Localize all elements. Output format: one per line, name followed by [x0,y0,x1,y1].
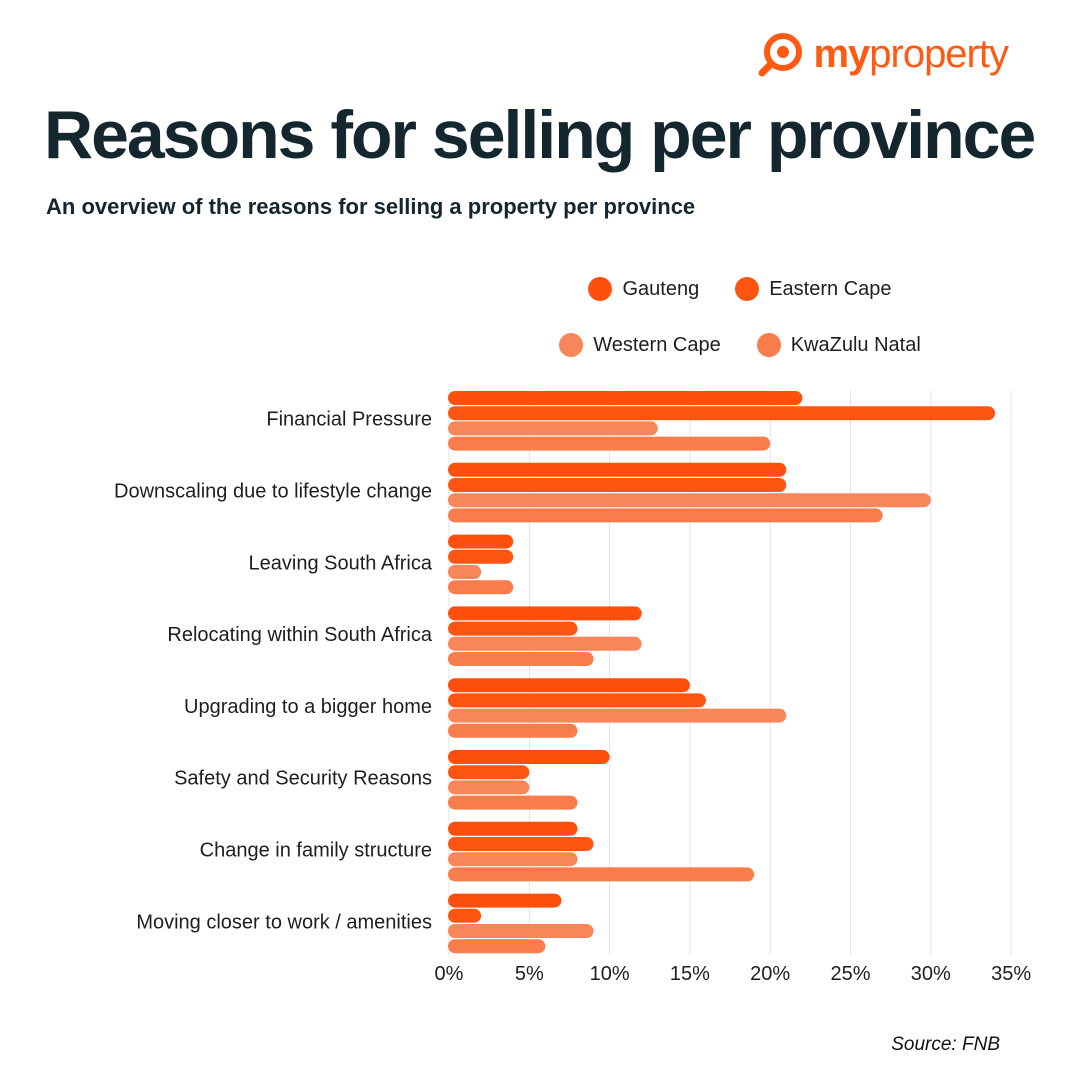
bar-western-cape-4 [448,708,787,723]
legend-item-western-cape: Western Cape [559,332,721,358]
x-tick-label: 0% [435,963,464,985]
bar-eastern-cape-1 [448,478,787,492]
bar-eastern-cape-5 [448,765,530,780]
bar-eastern-cape-3 [448,621,578,636]
bar-western-cape-2 [448,565,482,579]
magnifier-logo-icon [758,33,803,77]
myproperty-logo: myproperty [757,30,1009,78]
legend-label: KwaZulu Natal [790,333,921,356]
legend-label: Eastern Cape [769,277,892,300]
legend-item-kwazulu-natal: KwaZulu Natal [756,332,921,358]
bar-gauteng-5 [448,750,610,764]
bar-gauteng-7 [448,893,562,908]
bar-kwazulu-natal-4 [448,723,578,738]
legend-item-eastern-cape: Eastern Cape [735,276,892,302]
x-tick-label: 10% [590,963,630,985]
bar-eastern-cape-6 [448,837,594,851]
bar-eastern-cape-7 [448,908,482,923]
bar-western-cape-5 [448,780,530,795]
legend-label: Gauteng [622,277,700,300]
source-note: Source: FNB [891,1034,1000,1055]
page-title: Reasons for selling per province [44,97,1036,173]
bar-western-cape-7 [448,924,594,938]
bar-kwazulu-natal-1 [448,508,883,523]
bar-western-cape-0 [448,421,658,436]
bar-gauteng-1 [448,462,787,477]
bar-western-cape-3 [448,636,642,651]
legend-swatch [588,277,613,301]
bar-kwazulu-natal-3 [448,652,594,666]
bar-eastern-cape-4 [448,693,706,708]
legend-item-gauteng: Gauteng [588,276,699,302]
category-label: Downscaling due to lifestyle change [114,480,432,502]
bar-gauteng-4 [448,678,690,693]
bar-gauteng-3 [448,606,642,621]
category-label: Financial Pressure [266,409,432,431]
chart-legend: Gauteng Eastern Cape Western Cape KwaZulu N… [500,276,980,358]
legend-label: Western Cape [593,333,721,356]
logo-wordmark: myproperty [813,31,1009,77]
bar-gauteng-0 [448,391,803,405]
bar-western-cape-1 [448,493,931,508]
bar-kwazulu-natal-7 [448,939,546,954]
category-label: Safety and Security Reasons [174,768,432,790]
category-label: Upgrading to a bigger home [184,696,432,718]
bar-gauteng-2 [448,534,514,549]
bar-kwazulu-natal-6 [448,867,755,882]
category-label: Moving closer to work / amenities [136,911,432,933]
bar-kwazulu-natal-0 [448,436,771,451]
page-subtitle: An overview of the reasons for selling a… [46,194,696,219]
category-label: Relocating within South Africa [167,624,432,646]
legend-swatch [559,333,584,357]
bar-kwazulu-natal-5 [448,795,578,810]
logo-wordmark-my: my [813,31,870,76]
bar-western-cape-6 [448,852,578,867]
category-label: Leaving South Africa [249,552,433,574]
bar-gauteng-6 [448,821,578,836]
legend-swatch [756,333,781,357]
x-tick-label: 30% [911,963,951,985]
x-tick-label: 20% [750,963,790,985]
x-tick-label: 15% [670,963,710,985]
x-tick-label: 5% [515,963,544,985]
x-tick-label: 25% [830,963,870,985]
legend-swatch [735,277,760,301]
bar-eastern-cape-0 [448,406,996,421]
bar-kwazulu-natal-2 [448,580,514,595]
x-tick-label: 35% [991,963,1031,985]
bar-eastern-cape-2 [448,549,514,564]
category-label: Change in family structure [200,839,432,861]
logo-wordmark-property: property [869,31,1009,76]
